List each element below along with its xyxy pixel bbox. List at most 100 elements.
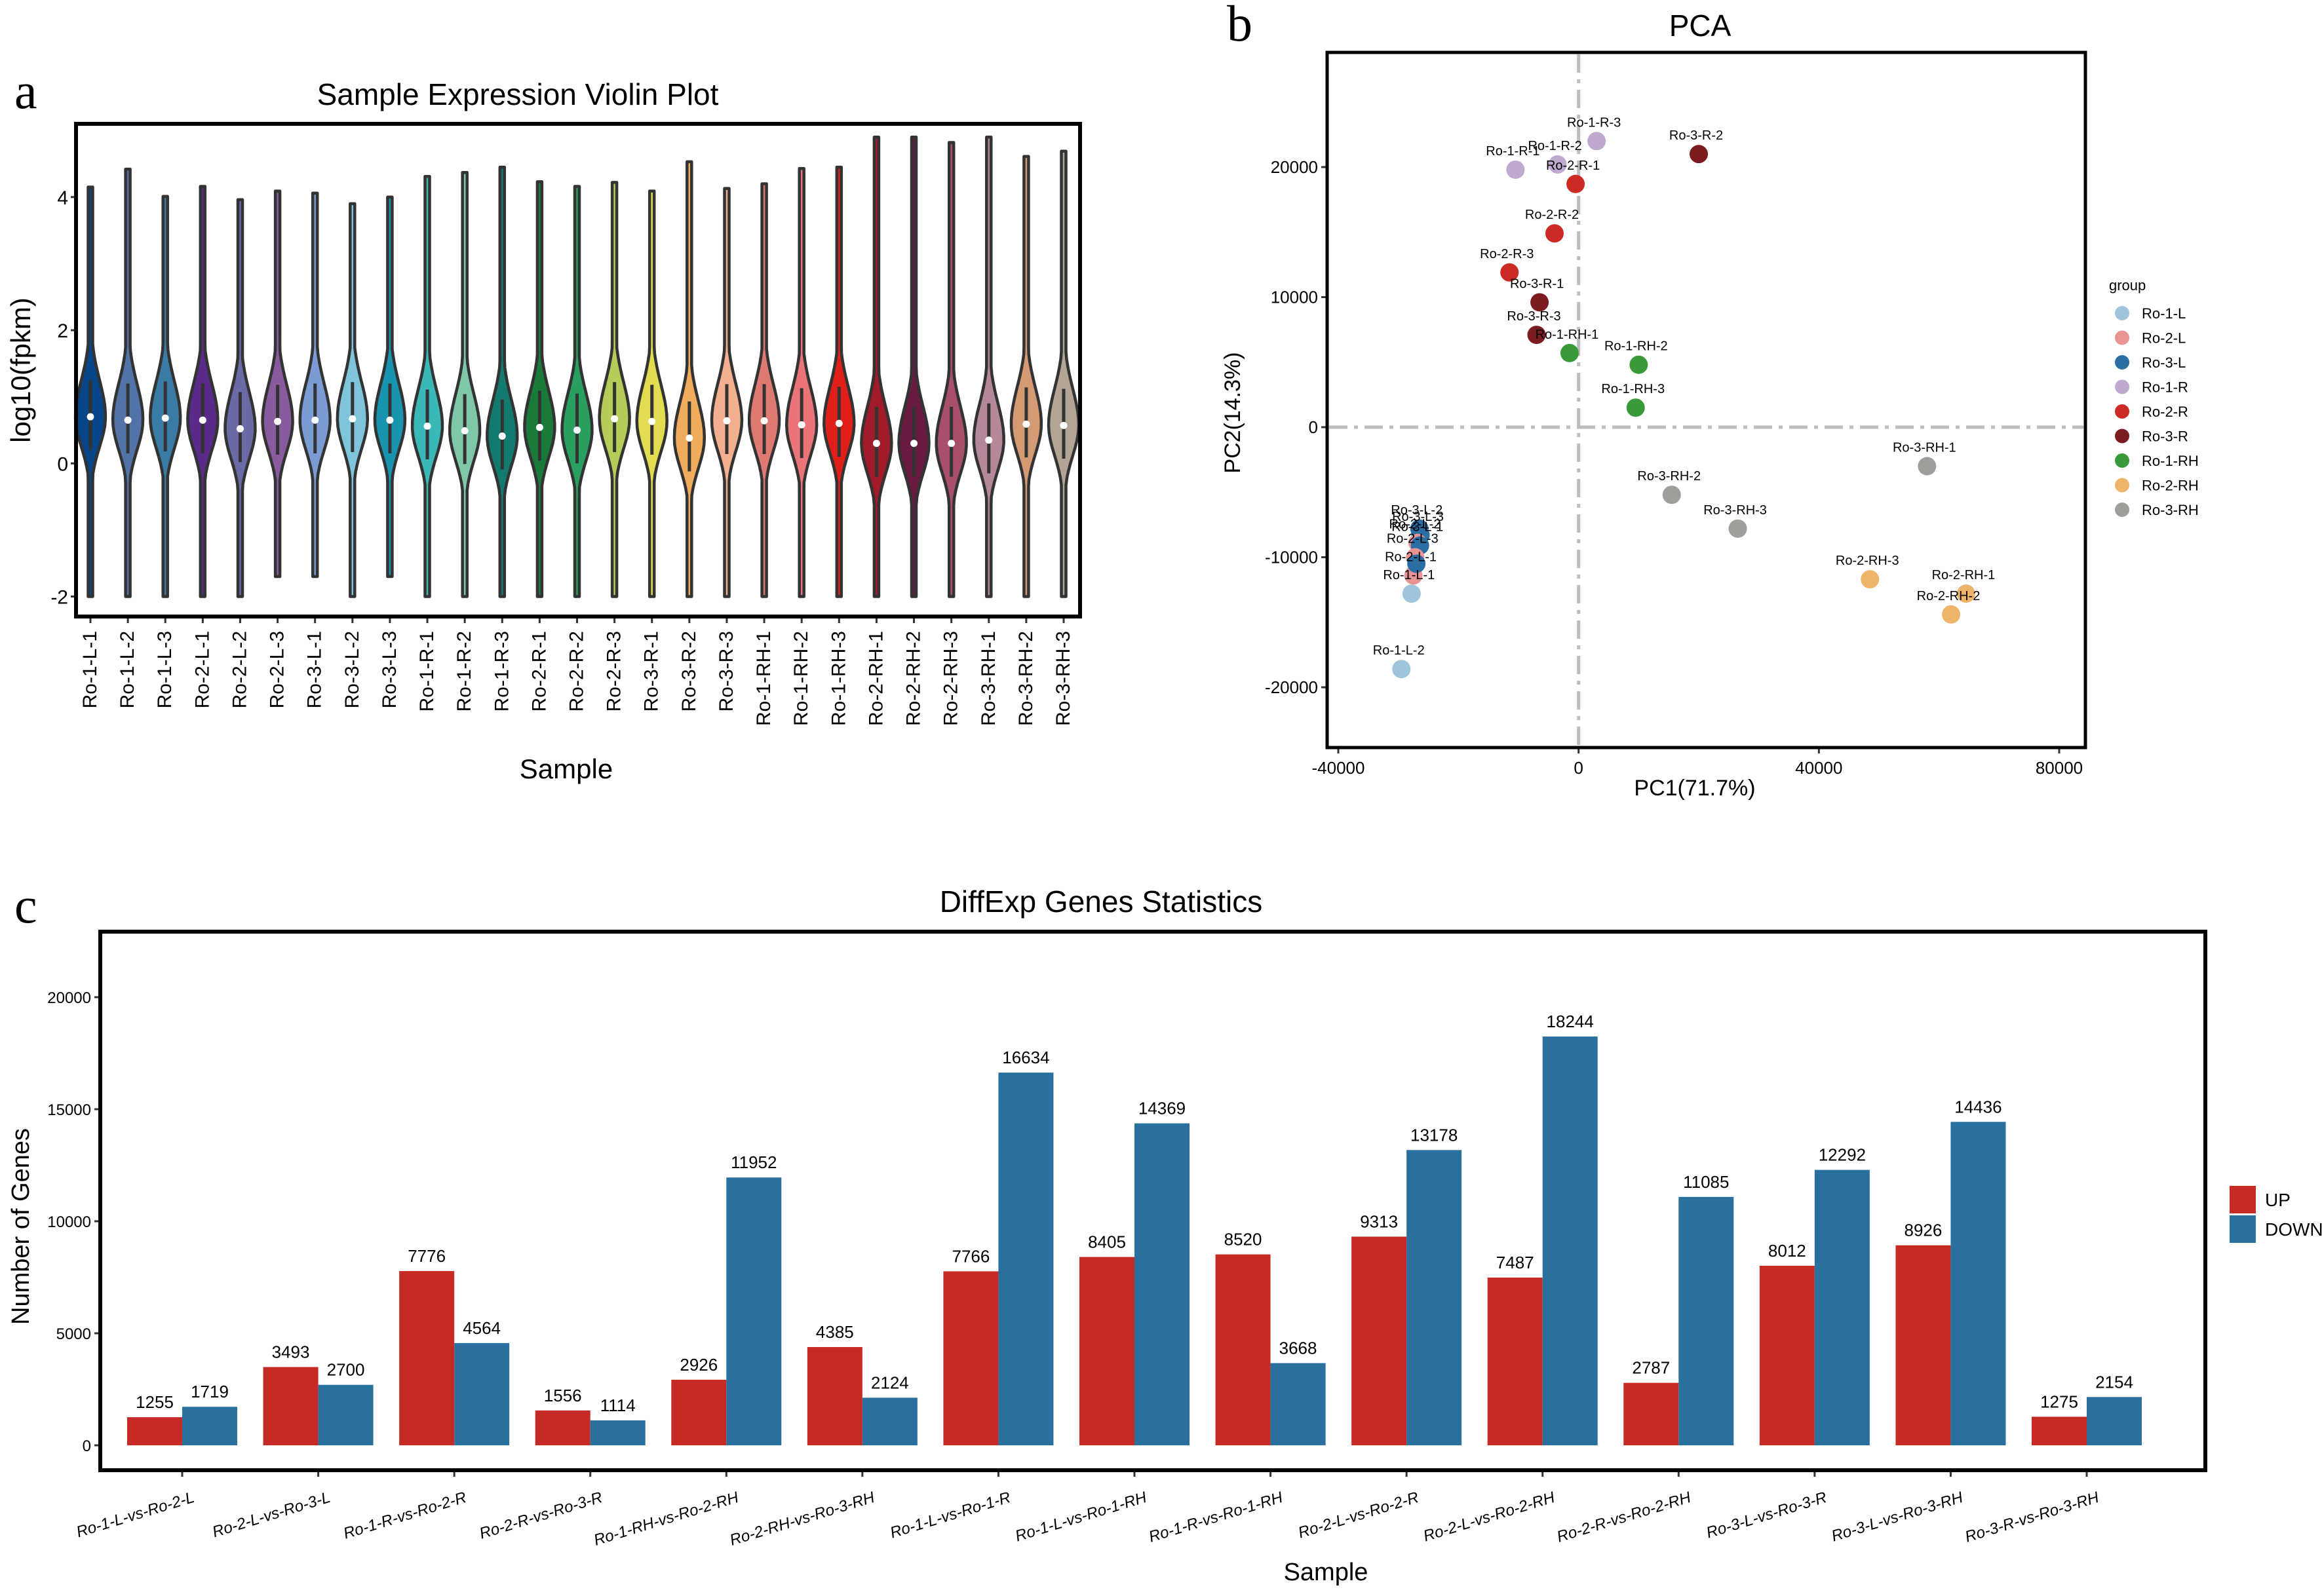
bar-down	[1406, 1150, 1462, 1445]
violin-x-tick-label: Ro-1-R-1	[416, 631, 438, 712]
bar-x-tick-label: Ro-3-L-vs-Ro-3-RH	[1829, 1489, 1965, 1546]
bar-plot-frame	[98, 930, 2207, 1472]
violin-body	[897, 136, 931, 598]
violin-median-dot	[461, 427, 469, 434]
pca-point-label: Ro-2-RH-3	[1836, 554, 1899, 568]
violin-y-tick-label: 4	[57, 187, 68, 209]
bar-value-label: 1719	[191, 1382, 229, 1401]
bar-x-tick-label: Ro-2-L-vs-Ro-3-L	[210, 1489, 332, 1541]
bar-up	[399, 1271, 455, 1445]
violin-median-dot	[349, 415, 357, 423]
pca-point-label: Ro-1-RH-3	[1601, 382, 1665, 396]
pca-x-axis-label: PC1(71.7%)	[1634, 776, 1755, 801]
pca-point-label: Ro-1-R-1	[1486, 144, 1539, 159]
bar-value-label: 8405	[1088, 1232, 1126, 1252]
bar-value-label: 3668	[1279, 1339, 1317, 1358]
panel-label-c: c	[14, 877, 37, 934]
violin-x-tick-label: Ro-3-RH-3	[1053, 631, 1074, 726]
violin-median-dot	[611, 415, 619, 423]
bar-down	[182, 1407, 237, 1445]
diffexp-bar-chart: DiffExp Genes Statistics 1255 1719 3493 270…	[7, 884, 2322, 1586]
bar-down	[590, 1420, 646, 1445]
bar-x-ticks: Ro-1-L-vs-Ro-2-L Ro-2-L-vs-Ro-3-L Ro-1-R-v…	[74, 1472, 2101, 1549]
bar-x-tick-label: Ro-1-R-vs-Ro-2-R	[341, 1489, 469, 1543]
bar-value-label: 8520	[1224, 1230, 1262, 1249]
bar-up	[1351, 1236, 1407, 1445]
pca-point	[1918, 457, 1937, 476]
violin-y-tick-label: 2	[57, 320, 68, 342]
violin-x-tick-label: Ro-1-RH-1	[753, 631, 775, 726]
pca-legend-swatch	[2115, 355, 2129, 370]
violin-x-tick-label: Ro-3-L-2	[341, 631, 363, 708]
bar-title: DiffExp Genes Statistics	[940, 884, 1263, 919]
violin-body	[860, 136, 893, 598]
bar-value-label: 14369	[1138, 1099, 1186, 1118]
bar-value-label: 2124	[871, 1373, 909, 1392]
pca-point-label: Ro-2-RH-2	[1917, 589, 1981, 603]
bar-up	[671, 1379, 727, 1445]
bar-value-label: 1556	[544, 1386, 582, 1405]
pca-legend-title: group	[2109, 277, 2146, 294]
pca-point	[1560, 343, 1579, 362]
violin-median-dot	[648, 417, 656, 425]
bar-legend: UP DOWN	[2230, 1186, 2322, 1243]
violin-body	[1009, 155, 1043, 598]
violin-body	[822, 165, 856, 598]
violin-x-tick-label: Ro-3-RH-2	[1015, 631, 1037, 726]
pca-x-ticks: -40000 0 40000 80000	[1312, 749, 2083, 778]
pca-point	[1545, 224, 1564, 243]
bar-up	[943, 1271, 999, 1445]
bar-y-tick-label: 0	[83, 1437, 91, 1455]
violin-median-dot	[161, 414, 169, 422]
bar-x-tick-label: Ro-2-RH-vs-Ro-3-RH	[727, 1489, 877, 1549]
bar-value-label: 2154	[2095, 1372, 2133, 1392]
bar-value-label: 8926	[1905, 1221, 1943, 1240]
violin-median-dot	[573, 426, 581, 434]
pca-legend-swatch	[2115, 330, 2129, 345]
violin-body	[1047, 149, 1081, 598]
bar-value-label: 4385	[816, 1322, 854, 1342]
bar-up	[1623, 1382, 1679, 1445]
violin-body	[486, 165, 519, 598]
pca-legend-swatch	[2115, 306, 2129, 320]
bar-up	[1895, 1245, 1951, 1445]
bar-down	[1542, 1036, 1598, 1445]
violin-median-dot	[835, 419, 843, 427]
pca-chart: PCA Ro-1-R-3 Ro-3-R-2 Ro-1-R-1Ro-1-R-2 Ro-2…	[1220, 9, 2199, 801]
bar-down	[1950, 1122, 2006, 1445]
bar-x-tick-label: Ro-1-L-vs-Ro-1-R	[888, 1489, 1013, 1542]
bar-value-label: 7776	[408, 1246, 446, 1266]
violin-body	[410, 175, 444, 598]
bar-down	[1678, 1196, 1734, 1445]
bar-down	[1134, 1123, 1190, 1445]
violin-median-dot	[723, 417, 731, 425]
violin-median-dot	[386, 416, 394, 424]
violin-median-dot	[985, 436, 993, 444]
bar-value-label: 1114	[600, 1396, 636, 1415]
violin-x-tick-label: Ro-1-RH-3	[828, 631, 849, 726]
bar-y-tick-label: 10000	[47, 1213, 91, 1231]
violin-x-tick-label: Ro-3-R-3	[716, 631, 737, 712]
pca-point-labels: Ro-1-R-3 Ro-3-R-2 Ro-1-R-1Ro-1-R-2 Ro-2-R-1…	[1373, 115, 1995, 658]
violin-median-dot	[686, 434, 693, 442]
bar-down	[862, 1397, 918, 1445]
pca-y-tick-label: 20000	[1271, 157, 1318, 177]
pca-legend-label: Ro-2-R	[2142, 404, 2188, 420]
pca-point-label: Ro-1-L-2	[1373, 643, 1425, 658]
pca-y-tick-label: -10000	[1265, 548, 1318, 567]
pca-point-label: Ro-1-RH-2	[1604, 339, 1668, 354]
pca-point-label: Ro-2-L-3	[1387, 532, 1439, 546]
bar-legend-swatch	[2230, 1186, 2256, 1213]
pca-point-label: Ro-2-L-1	[1385, 550, 1437, 564]
bar-x-axis-label: Sample	[1284, 1559, 1368, 1586]
pca-point	[1942, 605, 1960, 624]
violin-body	[935, 141, 968, 598]
violin-x-tick-label: Ro-2-L-1	[191, 631, 213, 708]
pca-point	[1690, 145, 1708, 164]
violin-x-tick-label: Ro-2-R-1	[528, 631, 550, 712]
violin-x-tick-label: Ro-1-R-2	[454, 631, 475, 712]
bar-down	[318, 1384, 374, 1445]
pca-point	[1402, 584, 1421, 603]
bar-x-tick-label: Ro-2-R-vs-Ro-3-R	[477, 1489, 604, 1543]
violin-chart: Sample Expression Violin Plot 4 2 0 -2 Ro-1…	[5, 77, 1082, 784]
